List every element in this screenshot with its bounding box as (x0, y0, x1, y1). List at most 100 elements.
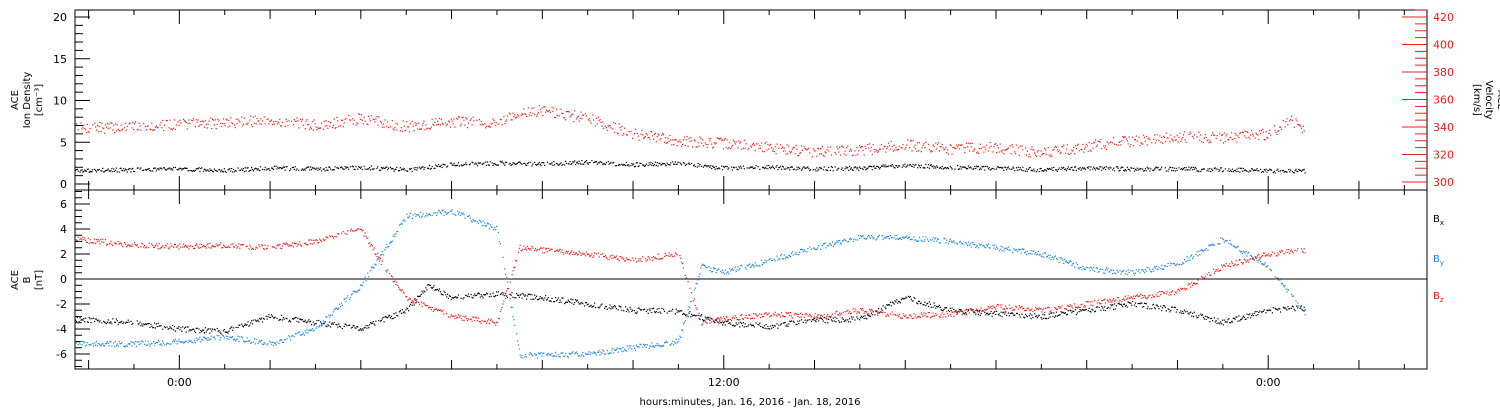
bx-point (1257, 314, 1259, 316)
by-point (101, 343, 103, 345)
by-point (1205, 248, 1207, 250)
density-point (1157, 166, 1159, 169)
density-point (395, 168, 397, 170)
bx-point (652, 308, 654, 310)
density-point (1018, 169, 1020, 171)
density-point (983, 165, 985, 167)
density-point (818, 168, 820, 170)
density-point (454, 164, 456, 166)
velocity-point (397, 123, 399, 125)
density-point (902, 164, 904, 166)
density-point (402, 169, 404, 171)
bx-point (755, 322, 757, 324)
velocity-point (268, 123, 270, 125)
velocity-point (211, 127, 213, 130)
by-point (243, 340, 245, 343)
velocity-point (1012, 146, 1014, 148)
velocity-point (571, 113, 573, 116)
velocity-point (1045, 149, 1047, 151)
by-point (254, 343, 256, 345)
density-point (927, 166, 929, 169)
velocity-point (949, 144, 951, 146)
by-point (594, 352, 597, 354)
density-point (962, 166, 964, 168)
bx-point (1025, 315, 1028, 317)
velocity-point (307, 123, 309, 126)
velocity-point (351, 118, 353, 120)
bz-point (197, 246, 199, 248)
by-point (564, 355, 566, 357)
bx-point (348, 324, 350, 327)
density-point (542, 162, 544, 164)
density-point (1023, 170, 1025, 172)
velocity-point (578, 120, 580, 122)
velocity-point (1070, 152, 1072, 154)
velocity-point (790, 151, 793, 153)
velocity-point (537, 112, 539, 114)
velocity-point (880, 143, 882, 146)
bx-point (1231, 320, 1233, 323)
by-point (1080, 266, 1082, 269)
density-point (1010, 168, 1012, 170)
velocity-point (1282, 120, 1284, 122)
bx-point (114, 321, 117, 324)
bx-point (810, 320, 813, 322)
by-point (1045, 256, 1048, 258)
density-point (958, 168, 960, 170)
velocity-point (856, 147, 858, 149)
density-point (940, 167, 942, 170)
density-point (369, 166, 371, 169)
bx-point (913, 296, 915, 299)
density-point (221, 169, 223, 171)
velocity-point (852, 154, 854, 156)
by-point (1258, 259, 1260, 261)
by-point (863, 237, 865, 239)
by-point (721, 272, 723, 274)
density-point (477, 165, 479, 167)
velocity-point (1057, 151, 1059, 153)
bx-point (373, 323, 375, 325)
density-point (1121, 166, 1123, 168)
velocity-point (638, 139, 640, 141)
by-point (965, 241, 967, 243)
density-point (1142, 168, 1144, 170)
by-point (824, 242, 826, 244)
density-point (1002, 167, 1004, 169)
velocity-point (500, 118, 502, 120)
bx-point (95, 318, 98, 320)
density-point (541, 162, 543, 164)
by-point (1045, 252, 1047, 254)
by-point (578, 355, 580, 357)
bz-point (147, 247, 149, 249)
by-point (885, 237, 887, 239)
density-point (181, 169, 183, 171)
velocity-point (362, 123, 364, 125)
bx-point (918, 300, 921, 302)
density-point (273, 165, 275, 168)
bx-point (886, 304, 888, 306)
bx-point (1224, 321, 1226, 323)
bz-point (105, 244, 108, 246)
by-point (884, 236, 886, 238)
velocity-point (202, 120, 204, 122)
density-point (314, 168, 316, 170)
velocity-point (104, 124, 107, 126)
velocity-point (342, 126, 344, 128)
density-point (927, 164, 930, 166)
velocity-point (162, 119, 164, 121)
by-point (1225, 240, 1227, 242)
velocity-point (780, 144, 782, 146)
velocity-point (758, 148, 760, 150)
bx-point (269, 316, 271, 319)
bx-point (1032, 316, 1034, 319)
density-point (523, 162, 525, 164)
bz-point (148, 242, 150, 244)
bx-point (1170, 309, 1172, 312)
by-point (639, 343, 641, 345)
bx-point (1130, 302, 1132, 304)
density-point (196, 168, 198, 170)
density-point (648, 162, 650, 164)
by-point (1006, 247, 1008, 249)
density-point (384, 167, 386, 169)
by-point (1133, 272, 1135, 274)
